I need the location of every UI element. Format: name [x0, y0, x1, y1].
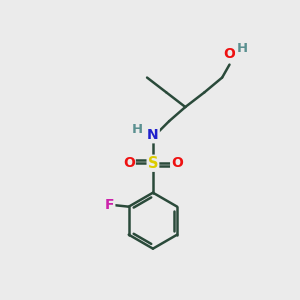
Text: O: O: [123, 156, 135, 170]
Text: F: F: [105, 198, 114, 212]
Text: S: S: [148, 156, 158, 171]
Text: O: O: [224, 47, 236, 61]
Text: O: O: [171, 156, 183, 170]
Text: H: H: [132, 124, 143, 136]
Text: H: H: [236, 42, 247, 55]
Text: N: N: [147, 128, 159, 142]
